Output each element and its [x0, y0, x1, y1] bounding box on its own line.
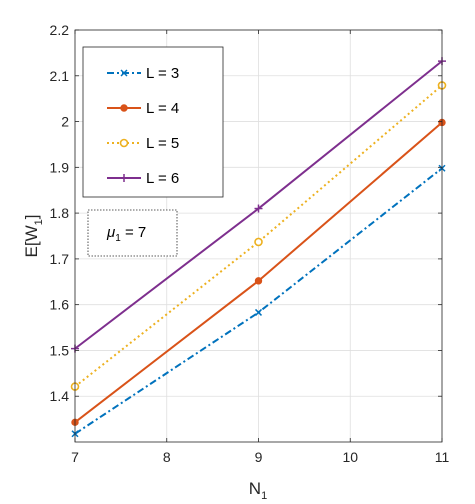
- legend-label-1: L = 3: [146, 65, 179, 82]
- data-point-1-stroke: [254, 308, 263, 316]
- y-tick-label: 1.9: [50, 159, 70, 175]
- y-tick-label: 2.1: [50, 68, 70, 84]
- y-tick-label: 1.5: [50, 342, 70, 358]
- x-axis-title: N1: [249, 479, 267, 502]
- x-tick-label: 11: [435, 449, 450, 465]
- data-point-3: [254, 237, 263, 247]
- legend-label-3: L = 5: [146, 135, 179, 152]
- legend-marker-4: [120, 174, 128, 182]
- data-point-4: [254, 204, 263, 213]
- y-tick-label: 1.4: [50, 388, 70, 404]
- annotation-box: [87, 209, 178, 257]
- y-axis-title: E[W1]: [22, 215, 45, 258]
- legend: L = 3 L = 4 L = 5 L = 6: [82, 46, 224, 198]
- y-tick-label: 2.2: [50, 22, 70, 38]
- annotation-text: μ1 = 7: [106, 224, 146, 244]
- series-line-1: [74, 167, 443, 435]
- legend-label-2: L = 4: [146, 100, 179, 117]
- data-point-1: [254, 308, 263, 316]
- y-tick-label: 1.8: [50, 205, 70, 221]
- axis-ticks: 7 8 9 10 11 1.4 1.5 1.6 1.7 1.8 1.9 2 2.1 2.2: [50, 22, 450, 465]
- y-tick-label: 1.6: [50, 297, 70, 313]
- legend-marker-1: [120, 69, 128, 77]
- legend-marker-3: [119, 138, 129, 148]
- x-tick-label: 9: [255, 449, 263, 465]
- x-tick-label: 10: [342, 449, 358, 465]
- mu-annotation: μ1 = 7: [87, 209, 178, 257]
- legend-box: [82, 46, 224, 198]
- x-tick-label: 8: [163, 449, 171, 465]
- data-point-2: [254, 277, 263, 285]
- x-tick-label: 7: [71, 449, 79, 465]
- legend-marker-1-stroke: [120, 69, 128, 77]
- y-tick-label: 1.7: [50, 251, 70, 267]
- legend-label-4: L = 6: [146, 170, 179, 187]
- y-tick-label: 2: [61, 114, 69, 130]
- legend-marker-2: [120, 104, 128, 112]
